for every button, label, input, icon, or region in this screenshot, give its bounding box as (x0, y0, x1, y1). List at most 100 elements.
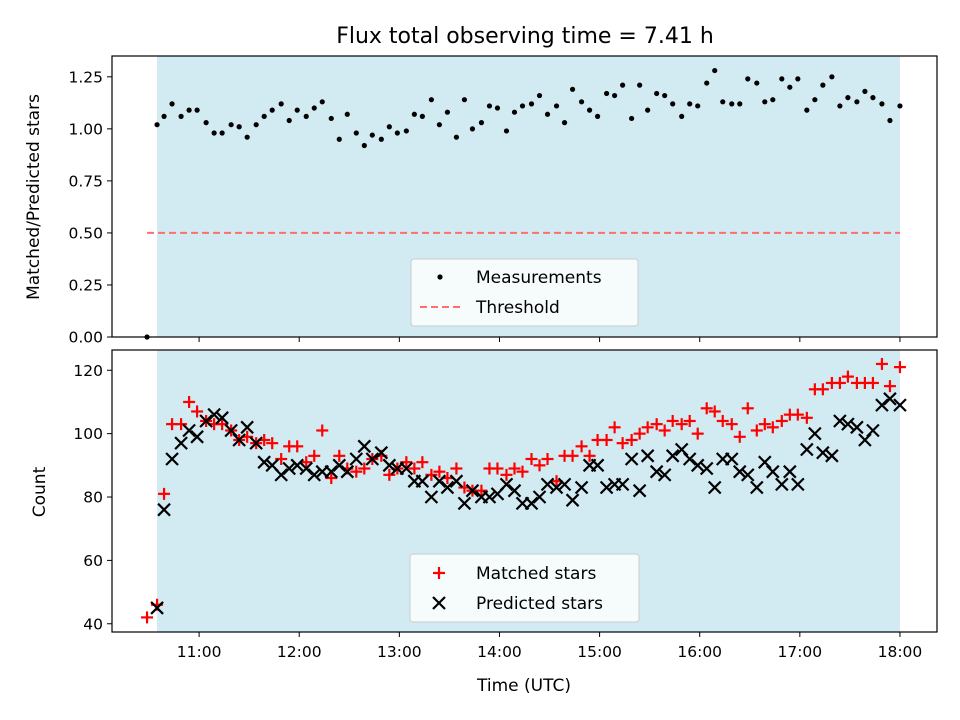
measurements-point (411, 111, 417, 117)
top-legend-box (410, 258, 639, 327)
measurements-point (779, 76, 785, 82)
measurements-point (319, 99, 325, 105)
bottom-data-marks (141, 357, 907, 624)
measurements-point (386, 124, 392, 130)
predicted-stars-point (682, 452, 697, 466)
predicted-stars-point (507, 483, 522, 498)
measurements-point (194, 107, 200, 113)
chart-title: Flux total observing time = 7.41 h (336, 24, 714, 49)
top-ytick-label: 0.75 (68, 172, 103, 190)
measurements-point (586, 107, 593, 113)
measurements-point (511, 109, 518, 115)
matched-stars-point (158, 487, 171, 500)
predicted-stars-point (349, 452, 364, 466)
matched-stars-point (625, 433, 638, 446)
measurements-point (887, 117, 893, 124)
measurements-point (770, 97, 776, 103)
predicted-stars-point (449, 474, 464, 488)
measurements-point (311, 105, 317, 111)
matched-stars-point (800, 411, 813, 424)
top-y-axis-label: Matched/Predicted stars (24, 94, 44, 300)
measurements-point (294, 107, 300, 113)
top-ytick-label: 0.25 (68, 276, 103, 294)
matched-stars-point (141, 611, 154, 624)
predicted-stars-point (657, 468, 672, 482)
matched-stars-point (516, 465, 529, 478)
predicted-stars-point (324, 464, 339, 479)
matched-stars-point (308, 449, 321, 462)
measurements-point (519, 103, 526, 109)
measurements-point (704, 80, 710, 86)
matched-stars-point (683, 414, 696, 427)
measurements-point (695, 103, 701, 109)
matched-stars-point (408, 462, 421, 475)
matched-stars-point (750, 424, 763, 437)
predicted-stars-point (766, 464, 780, 479)
matched-stars-point (658, 424, 671, 437)
matched-stars-point (291, 440, 304, 453)
matched-stars-point (725, 418, 738, 431)
predicted-stars-point (549, 480, 564, 495)
predicted-stars-point (557, 477, 572, 492)
measurements-point (228, 122, 234, 128)
matched-stars-point (608, 421, 621, 434)
predicted-stars-point (640, 449, 655, 463)
matched-stars-point (383, 468, 396, 481)
predicted-stars-point (457, 496, 472, 511)
predicted-stars-point (215, 411, 229, 425)
predicted-stars-point (750, 480, 764, 495)
predicted-stars-point (791, 477, 805, 492)
bottom-ytick-label: 40 (83, 615, 103, 633)
predicted-stars-point (174, 436, 188, 450)
predicted-stars-point (332, 458, 347, 473)
predicted-stars-point (883, 392, 897, 406)
predicted-stars-point (850, 420, 864, 435)
top-plot-frame (111, 55, 938, 338)
matched-stars-point (775, 414, 788, 427)
legend-matched-marker (433, 567, 445, 579)
measurements-point (544, 111, 551, 117)
bottom-plot-frame (111, 349, 938, 633)
predicted-stars-point (707, 480, 722, 495)
predicted-stars-point (249, 436, 263, 450)
predicted-stars-point (440, 480, 455, 495)
measurements-point (879, 101, 885, 107)
bottom-ytick-label: 80 (83, 489, 103, 507)
predicted-stars-point (240, 420, 254, 435)
x-axis-label: Time (UTC) (476, 676, 571, 696)
measurements-point (336, 136, 342, 142)
top-ytick-label: 0.50 (68, 224, 103, 242)
matched-stars-point (633, 427, 646, 440)
legend-predicted-label: Predicted stars (476, 594, 603, 614)
predicted-stars-point (699, 461, 714, 476)
bottom-y-axis: 40 60 80 100 120 (73, 362, 112, 633)
measurements-point (737, 101, 743, 107)
measurements-point (253, 122, 259, 128)
measurements-point (286, 117, 292, 124)
matched-stars-point (833, 376, 846, 389)
bottom-y-axis-label: Count (30, 466, 50, 517)
predicted-stars-point (524, 496, 539, 511)
top-y-axis: 0.00 0.25 0.50 0.75 1.00 1.25 (68, 68, 112, 347)
top-ytick-label: 1.25 (68, 68, 103, 86)
predicted-stars-point (740, 468, 755, 482)
top-x-axis-ticks (198, 337, 901, 342)
predicted-stars-point (690, 458, 705, 473)
predicted-stars-point (825, 449, 839, 463)
measurements-point (804, 107, 810, 113)
measurements-point (369, 132, 375, 138)
measurements-point (361, 142, 367, 149)
measurements-point (378, 136, 384, 142)
measurements-point (870, 95, 876, 101)
matched-stars-point (175, 418, 188, 431)
measurements-point (536, 92, 543, 99)
predicted-stars-point (590, 458, 605, 473)
measurements-point (829, 74, 835, 80)
measurements-point (244, 134, 250, 140)
top-ytick-label: 0.00 (68, 329, 103, 347)
measurements-point (670, 101, 676, 107)
measurements-point (569, 86, 576, 92)
matched-stars-point (893, 361, 906, 374)
matched-stars-point (533, 459, 546, 472)
xtick-label: 18:00 (878, 643, 923, 661)
